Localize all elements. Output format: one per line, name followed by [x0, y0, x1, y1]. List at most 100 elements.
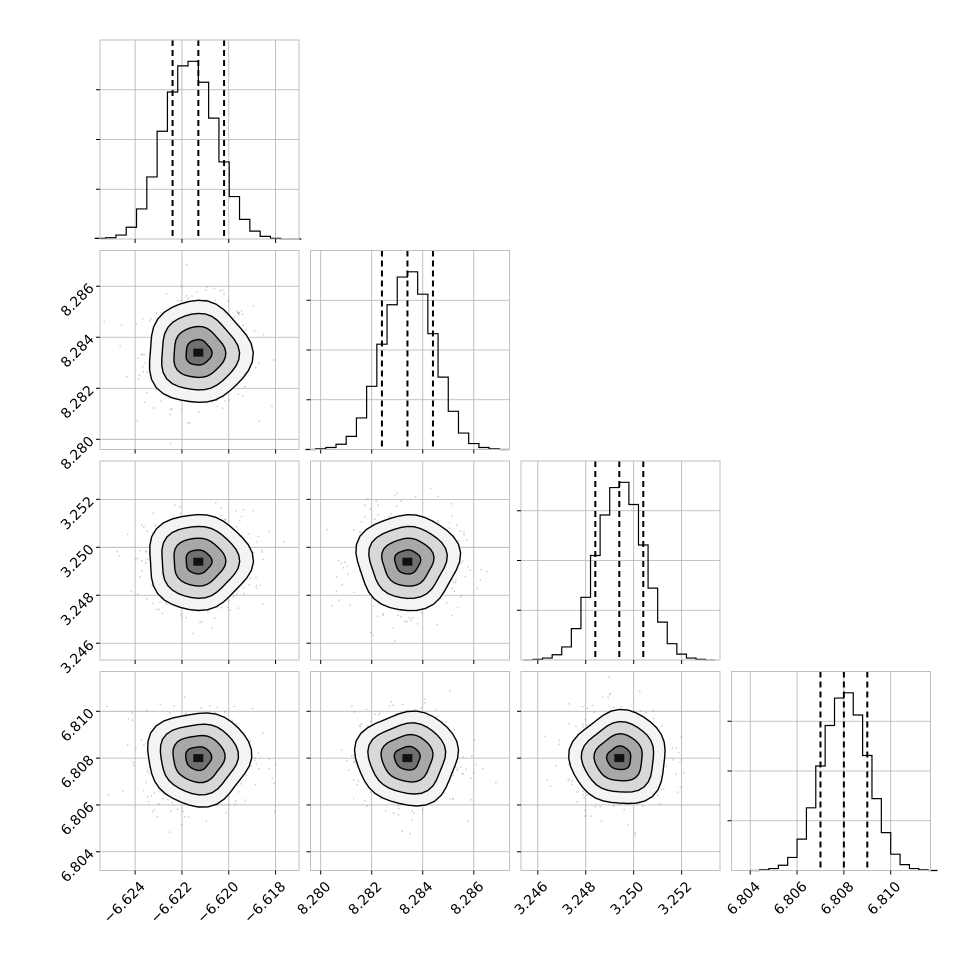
scatter-point [463, 530, 465, 533]
scatter-point [594, 805, 597, 808]
scatter-point [390, 513, 393, 515]
scatter-point [143, 401, 146, 403]
scatter-point [353, 754, 355, 757]
scatter-point [445, 601, 448, 604]
scatter-point [437, 495, 439, 498]
scatter-point [568, 778, 571, 780]
scatter-point [214, 501, 217, 504]
scatter-point [481, 767, 484, 770]
scatter-point [473, 772, 475, 774]
density-panel-1-0 [96, 250, 300, 454]
contour-1.5 [161, 525, 241, 600]
scatter-point [608, 676, 610, 678]
scatter-point [207, 611, 209, 614]
scatter-point [379, 797, 382, 800]
scatter-point [413, 708, 416, 710]
contour-2 [353, 710, 460, 807]
scatter-point [346, 573, 349, 576]
scatter-point [411, 810, 413, 813]
scatter-point [240, 782, 243, 785]
scatter-point [460, 562, 463, 565]
scatter-point [473, 739, 476, 741]
x-tick-label-col0: −6.620 [194, 879, 242, 927]
scatter-point [665, 765, 668, 768]
density-core [193, 348, 204, 357]
y-tick-label-row2: 3.246 [58, 638, 98, 678]
scatter-point [641, 805, 644, 808]
scatter-point [357, 780, 360, 782]
contour-0.5 [185, 746, 213, 772]
scatter-point [366, 725, 369, 727]
histogram-step-line [94, 60, 302, 240]
scatter-point [141, 365, 144, 368]
scatter-point [282, 540, 285, 543]
contour-0.5 [393, 745, 421, 771]
scatter-point [353, 761, 355, 764]
scatter-point [429, 487, 432, 490]
scatter-point [237, 607, 240, 609]
scatter-point [251, 707, 254, 710]
scatter-point [132, 764, 135, 767]
scatter-point [675, 773, 677, 776]
scatter-point [347, 769, 350, 771]
scatter-point [179, 512, 181, 515]
scatter-point [185, 712, 188, 715]
scatter-point [235, 526, 238, 528]
scatter-point [612, 805, 615, 808]
density-panel-3-1 [306, 671, 510, 875]
scatter-point [140, 739, 143, 742]
scatter-point [376, 615, 379, 618]
scatter-point [623, 808, 626, 811]
y-tick-label-row2: 3.252 [58, 494, 98, 534]
scatter-point [676, 791, 679, 793]
scatter-point [374, 713, 377, 715]
panel-frame [99, 460, 300, 661]
contour-2 [146, 712, 253, 808]
scatter-point [220, 506, 222, 509]
scatter-point [363, 515, 366, 518]
scatter-point [249, 577, 252, 580]
scatter-point [369, 720, 372, 723]
scatter-point [248, 584, 251, 586]
scatter-point [349, 604, 351, 607]
scatter-point [180, 823, 183, 826]
scatter-point [400, 615, 402, 618]
scatter-point [145, 597, 148, 600]
scatter-point [142, 370, 145, 373]
scatter-point [146, 709, 148, 711]
scatter-point [211, 401, 214, 403]
scatter-point [145, 781, 147, 784]
scatter-point [359, 531, 362, 534]
scatter-point [343, 561, 346, 563]
scatter-point [240, 515, 243, 518]
scatter-point [549, 785, 552, 787]
scatter-point [199, 621, 202, 624]
scatter-point [153, 809, 155, 811]
scatter-point [352, 779, 355, 781]
scatter-point [242, 324, 245, 327]
scatter-point [134, 747, 137, 750]
scatter-point [453, 729, 456, 731]
scatter-point [140, 569, 143, 572]
scatter-point [238, 791, 240, 793]
scatter-point [451, 614, 453, 617]
scatter-point [395, 492, 398, 495]
y-tick-label-row3: 6.806 [58, 799, 98, 839]
histogram-panel-0 [94, 39, 302, 243]
scatter-point [185, 294, 188, 297]
scatter-point [241, 394, 244, 397]
scatter-point [420, 611, 423, 614]
scatter-point [161, 612, 164, 615]
scatter-point [384, 809, 387, 812]
scatter-point [155, 312, 158, 315]
contour-0.5 [393, 549, 422, 575]
scatter-point [147, 772, 150, 775]
scatter-point [226, 606, 229, 609]
scatter-point [436, 623, 439, 626]
histogram-panel-3 [727, 671, 938, 875]
scatter-point [136, 557, 139, 560]
scatter-point [359, 724, 361, 727]
scatter-point [453, 590, 456, 592]
scatter-point [555, 764, 557, 767]
scatter-point [586, 724, 588, 727]
